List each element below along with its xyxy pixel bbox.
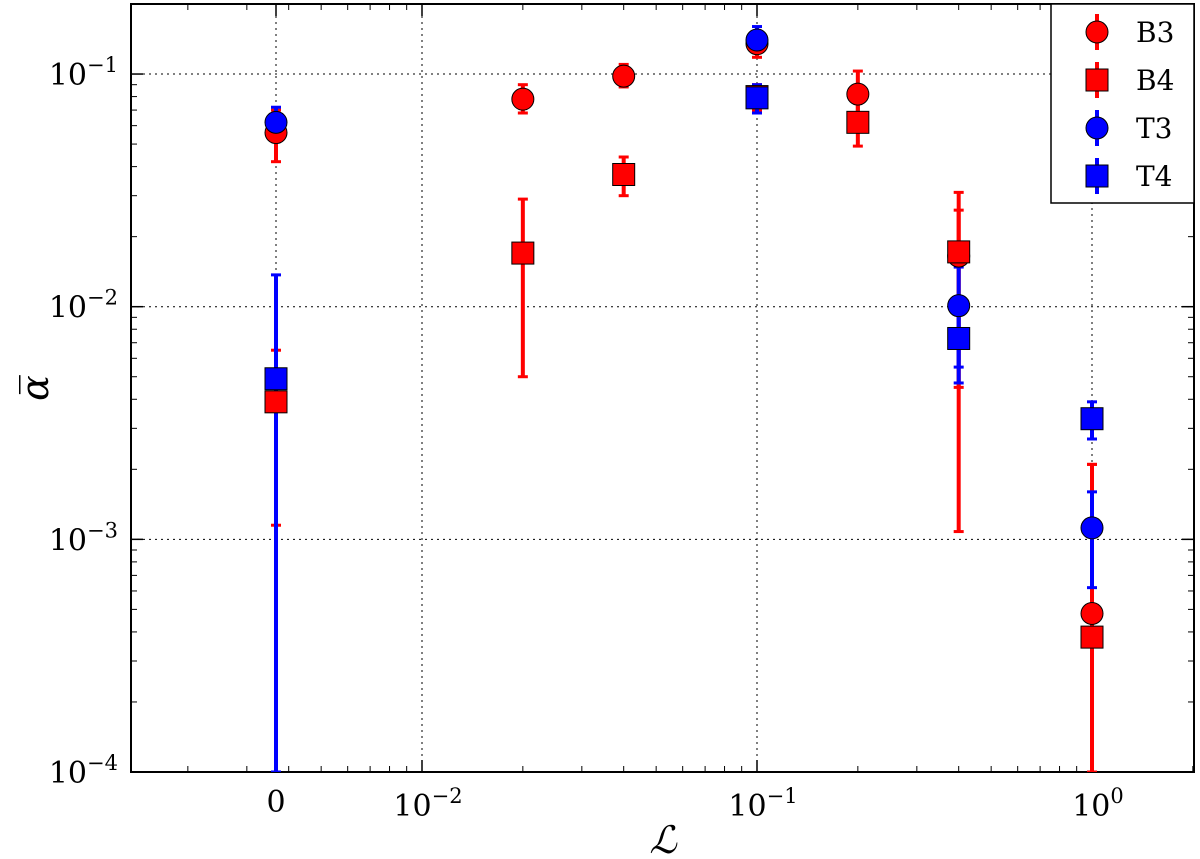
tick-exponent: −3 <box>87 518 118 542</box>
data-point-T4 <box>947 326 971 350</box>
data-point-B4 <box>1080 625 1104 649</box>
legend-marker <box>1085 116 1109 140</box>
x-tick-label: 10−2 <box>393 784 462 824</box>
legend: B3 B4 T3 T4 <box>1050 3 1195 204</box>
tick-exponent: −1 <box>767 784 798 808</box>
y-tick-label: 10−3 <box>49 518 118 558</box>
legend-entry-T3: T3 <box>1085 110 1173 146</box>
y-tick-label: 10−1 <box>49 53 118 93</box>
x-axis-label: ℒ <box>649 818 678 859</box>
data-point-T4 <box>264 367 288 391</box>
data-point-B4 <box>264 390 288 414</box>
legend-entry-T4: T4 <box>1085 158 1173 194</box>
data-points <box>264 25 1104 772</box>
data-point-T4 <box>1080 407 1104 431</box>
data-point-B4 <box>511 241 535 265</box>
data-point-B3 <box>612 64 636 88</box>
tick-exponent: −4 <box>87 751 118 775</box>
legend-label: B4 <box>1136 64 1174 97</box>
plot-frame <box>130 3 1195 773</box>
tick-base: 10 <box>49 291 87 326</box>
tick-base: 10 <box>49 58 87 93</box>
data-point-B4 <box>947 240 971 264</box>
legend-marker <box>1085 68 1109 92</box>
tick-base: 10 <box>393 789 431 824</box>
data-point-B4 <box>612 162 636 186</box>
data-point-B3 <box>1080 602 1104 626</box>
grid-lines <box>131 4 1194 773</box>
legend-marker <box>1085 20 1109 44</box>
data-point-T3 <box>264 110 288 134</box>
y-tick-label: 10−4 <box>49 751 118 791</box>
data-point-B3 <box>511 87 535 111</box>
data-point-B4 <box>846 110 870 134</box>
data-point-T3 <box>947 294 971 318</box>
series-B4 <box>271 83 1097 772</box>
axis-ticks <box>131 3 1194 773</box>
series-B3 <box>271 31 1097 772</box>
tick-base: 10 <box>49 756 87 791</box>
legend-marker <box>1085 164 1109 188</box>
legend-entry-B4: B4 <box>1085 62 1174 98</box>
legend-entry-B3: B3 <box>1085 14 1174 50</box>
x-tick-label: 0 <box>266 785 285 820</box>
markers-B4 <box>264 85 1104 649</box>
tick-exponent: −2 <box>87 286 118 310</box>
legend-label: T4 <box>1136 160 1173 193</box>
series-T4 <box>271 83 1097 772</box>
markers-T4 <box>264 86 1104 431</box>
tick-base: 10 <box>49 523 87 558</box>
y-axis-label: α̅ <box>13 375 57 401</box>
data-point-T3 <box>1080 516 1104 540</box>
tick-base: 10 <box>728 789 766 824</box>
tick-exponent: 0 <box>1110 784 1123 808</box>
data-point-B3 <box>846 82 870 106</box>
legend-box <box>1050 3 1195 204</box>
x-tick-label: 10−1 <box>728 784 797 824</box>
y-tick-label: 10−2 <box>49 286 118 326</box>
tick-exponent: −2 <box>432 784 463 808</box>
x-tick-label: 100 <box>1072 784 1124 824</box>
tick-base: 10 <box>1072 789 1110 824</box>
legend-label: T3 <box>1136 112 1173 145</box>
data-point-T4 <box>745 86 769 110</box>
data-point-T3 <box>745 28 769 52</box>
tick-exponent: −1 <box>87 53 118 77</box>
legend-label: B3 <box>1136 16 1174 49</box>
markers-T3 <box>264 28 1104 540</box>
markers-B3 <box>264 32 1104 626</box>
